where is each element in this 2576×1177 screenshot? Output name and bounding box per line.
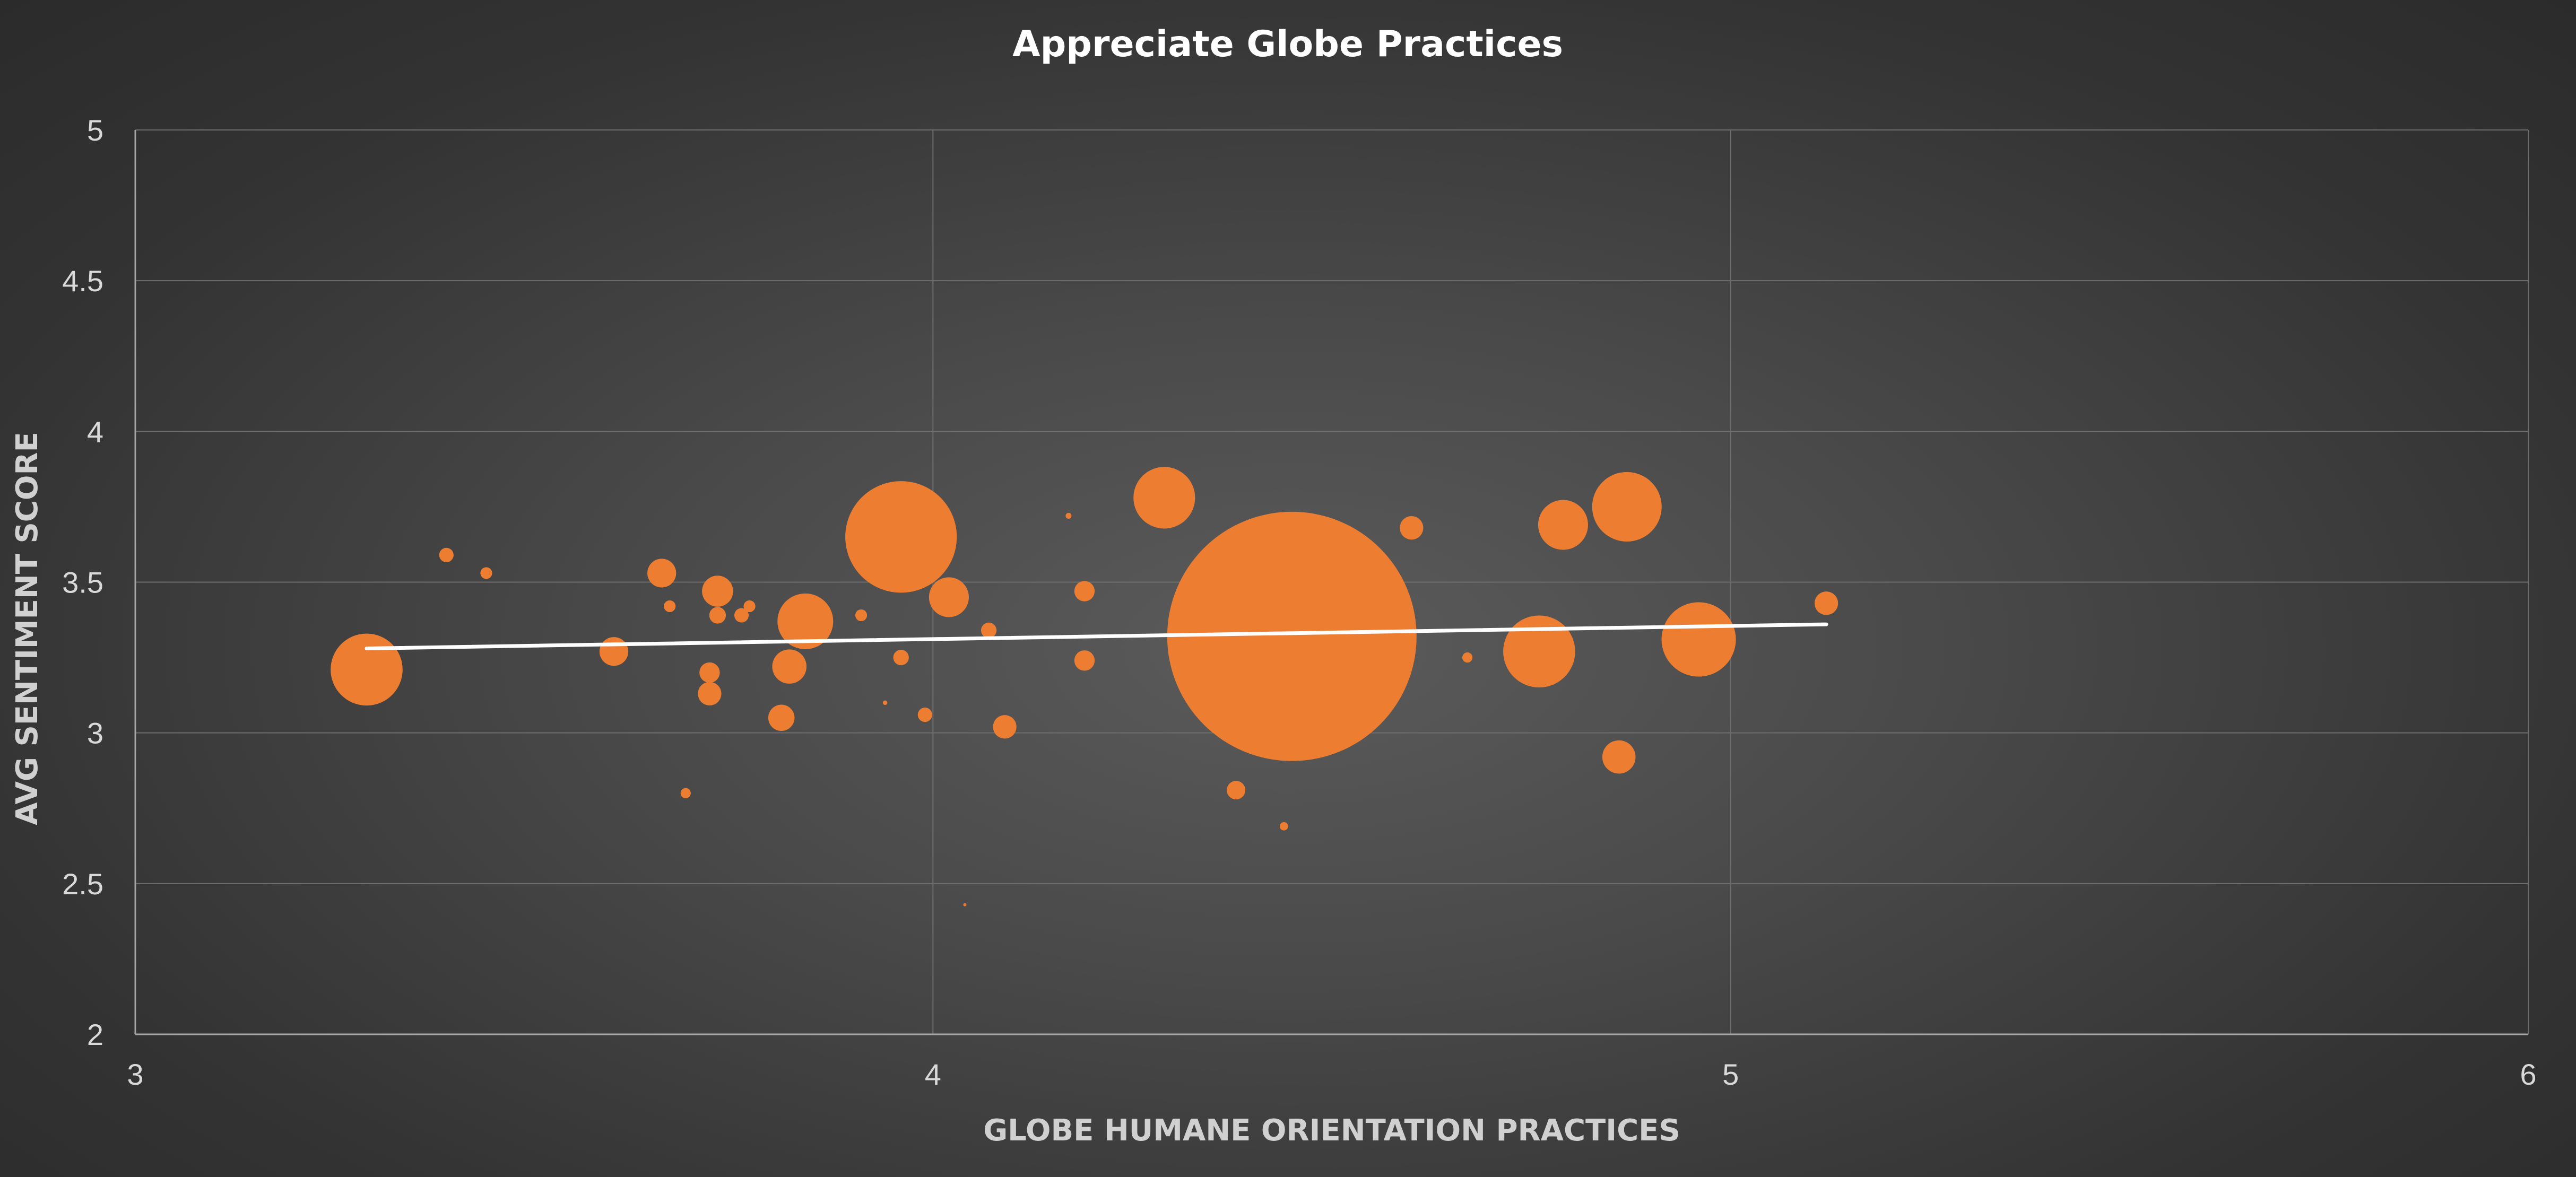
x-axis-title: GLOBE HUMANE ORIENTATION PRACTICES — [983, 1113, 1680, 1148]
bubble-point — [1462, 652, 1473, 663]
y-tick-label: 5 — [87, 114, 103, 147]
bubble-point — [1133, 467, 1195, 529]
y-tick-label: 2 — [87, 1018, 103, 1051]
bubble-point — [1602, 740, 1636, 774]
bubble-point — [709, 607, 726, 624]
bubble-point — [1167, 511, 1417, 761]
bubble-point — [845, 481, 957, 593]
bubble-point — [647, 559, 676, 588]
bubble-point — [1814, 591, 1838, 615]
y-tick-label: 3.5 — [62, 566, 103, 599]
bubble-point — [929, 577, 969, 617]
bubble-point — [882, 700, 888, 705]
x-tick-labels: 3 4 5 6 — [127, 1058, 2536, 1091]
bubble-point — [1400, 516, 1424, 540]
bubble-point — [1503, 615, 1575, 688]
bubble-point — [743, 600, 756, 613]
y-tick-label: 4 — [87, 415, 103, 448]
y-tick-label: 4.5 — [62, 264, 103, 298]
bubble-point — [599, 637, 629, 666]
x-tick-label: 4 — [925, 1058, 941, 1091]
bubble-point — [1227, 781, 1246, 800]
bubble-point — [777, 593, 834, 649]
x-tick-label: 5 — [1722, 1058, 1739, 1091]
bubble-point — [917, 707, 932, 722]
bubble-point — [772, 649, 807, 684]
trendline — [365, 622, 1828, 651]
bubble-point — [439, 547, 454, 562]
bubble-point — [698, 682, 722, 705]
bubble-point — [1592, 472, 1662, 542]
bubble-point — [963, 903, 967, 906]
bubble-point — [893, 649, 909, 666]
trendline-layer — [365, 622, 1828, 651]
bubble-point — [855, 609, 868, 622]
bubble-point — [993, 715, 1017, 739]
bubble-point — [1074, 650, 1095, 671]
bubble-point — [699, 662, 720, 683]
bubble-point — [1065, 512, 1072, 519]
y-tick-labels: 2 2.5 3 3.5 4 4.5 5 — [62, 114, 103, 1051]
y-tick-label: 3 — [87, 717, 103, 750]
bubble-point — [1279, 822, 1288, 831]
bubble-point — [702, 576, 733, 607]
x-tick-label: 3 — [127, 1058, 143, 1091]
chart-title: Appreciate Globe Practices — [1012, 23, 1563, 65]
bubble-series — [331, 467, 1838, 906]
bubble-point — [1661, 602, 1736, 677]
bubble-point — [1538, 500, 1588, 550]
bubble-point — [981, 622, 997, 639]
bubble-point — [734, 608, 749, 623]
bubble-point — [680, 788, 691, 798]
axes — [134, 130, 2528, 1035]
bubble-point — [768, 704, 795, 731]
bubble-point — [331, 633, 403, 706]
bubble-point — [480, 567, 492, 579]
bubble-point — [664, 600, 676, 613]
x-tick-label: 6 — [2520, 1058, 2536, 1091]
bubble-point — [1074, 581, 1095, 601]
y-axis-title: AVG SENTIMENT SCORE — [10, 432, 45, 825]
y-tick-label: 2.5 — [62, 867, 103, 901]
